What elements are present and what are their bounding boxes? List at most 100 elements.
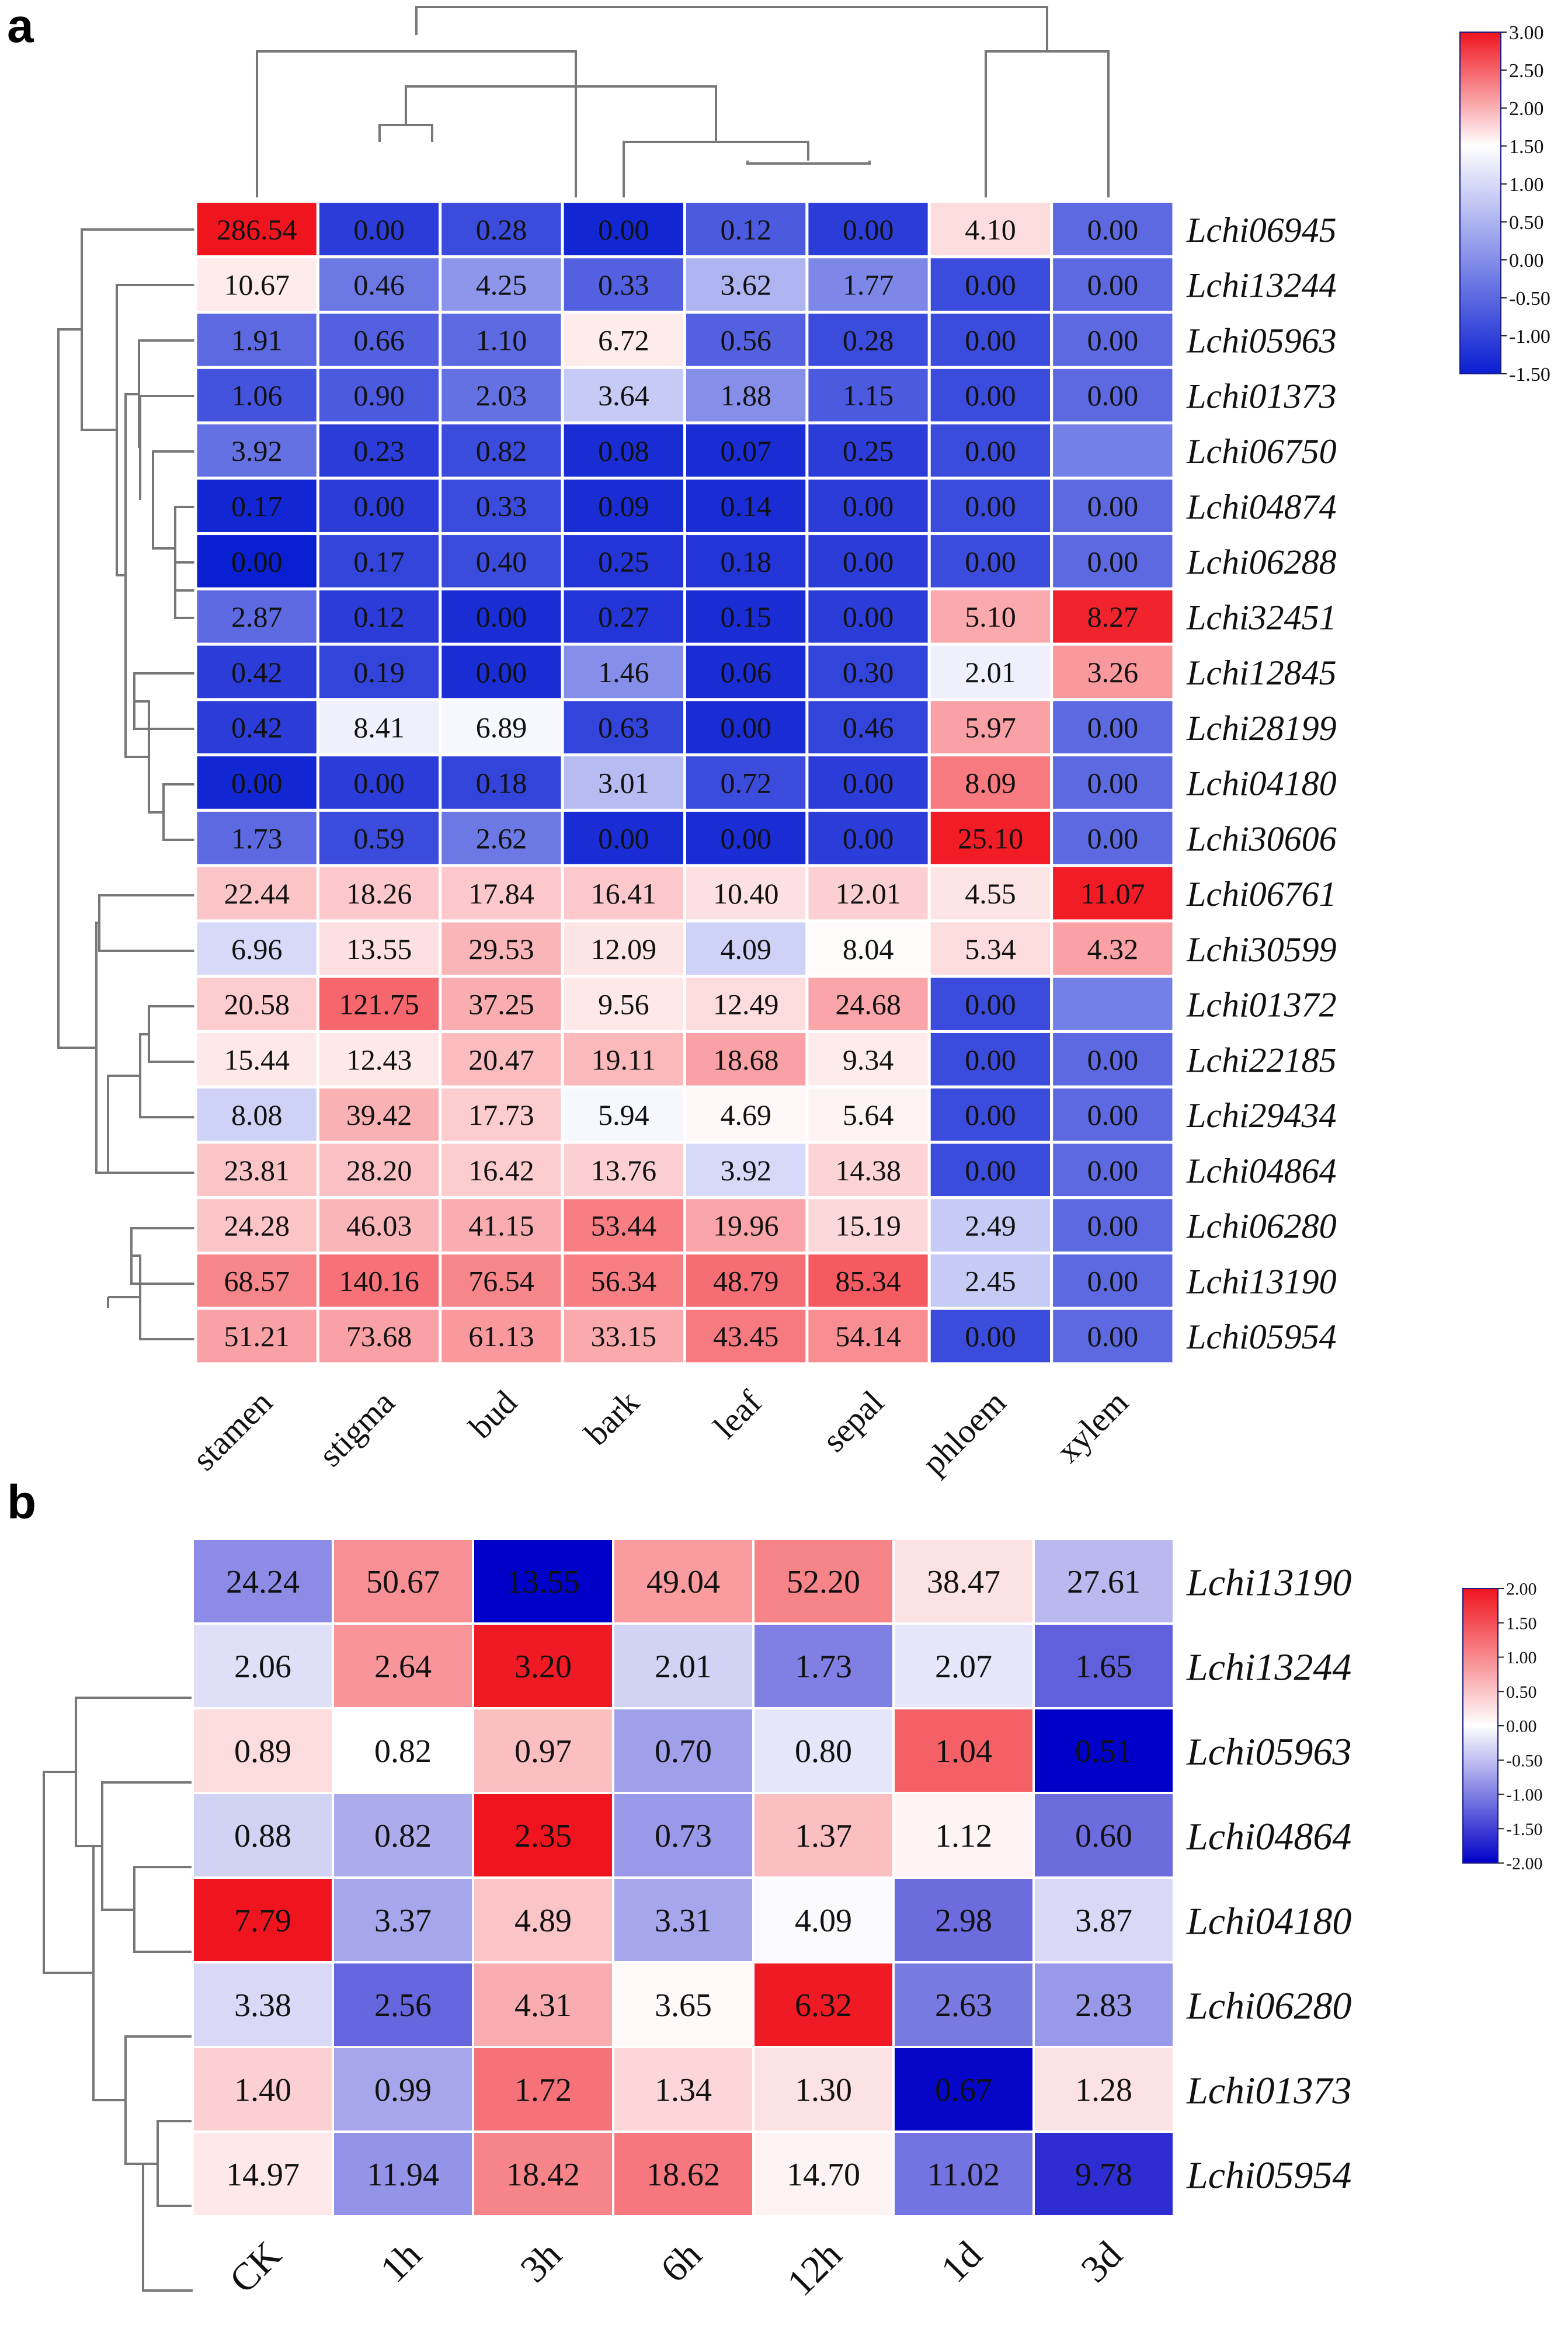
heatmap-cell xyxy=(1032,1622,1175,1709)
cell-value-label: 0.00 xyxy=(1087,822,1139,854)
cell-value-label: 4.55 xyxy=(965,877,1016,910)
heatmap-cell xyxy=(561,864,686,923)
heatmap-cell xyxy=(1050,975,1176,1033)
heatmap-cell xyxy=(927,864,1054,923)
cell-value-label: 1.72 xyxy=(514,2072,572,2108)
row-label: Lchi04180 xyxy=(1186,764,1337,803)
heatmap-cell xyxy=(194,532,319,590)
cell-value-label: 0.00 xyxy=(965,435,1016,467)
cell-value-label: 1.04 xyxy=(935,1733,992,1770)
heatmap-cell xyxy=(194,587,319,646)
row-label: Lchi13244 xyxy=(1186,1646,1351,1688)
cell-value-label: 0.25 xyxy=(598,545,649,578)
cell-value-label: 9.56 xyxy=(598,988,649,1021)
column-label: stamen xyxy=(185,1383,280,1478)
column-label: xylem xyxy=(1049,1383,1135,1469)
cell-value-label: 48.79 xyxy=(713,1264,779,1297)
cell-value-label: 3.01 xyxy=(598,767,649,800)
heatmap-cell xyxy=(805,698,931,757)
heatmap-cell xyxy=(439,366,564,425)
cell-value-label: 15.19 xyxy=(835,1210,901,1242)
heatmap-cell xyxy=(192,1876,334,1963)
colorbar-tick-label: 2.00 xyxy=(1506,1580,1537,1599)
heatmap-cell xyxy=(439,1085,564,1144)
cell-value-label: 14.97 xyxy=(226,2157,300,2193)
row-label: Lchi04874 xyxy=(1186,488,1337,526)
cell-value-label: 0.00 xyxy=(353,767,405,800)
cell-value-label: 12.49 xyxy=(713,988,779,1021)
cell-value-label: 0.00 xyxy=(1087,767,1139,800)
row-label: Lchi32451 xyxy=(1186,598,1337,637)
cell-value-label: 37.25 xyxy=(468,988,534,1021)
cell-value-label: 3.65 xyxy=(655,1987,712,2024)
cell-value-label: 0.28 xyxy=(843,324,894,356)
cell-value-label: 68.57 xyxy=(224,1264,290,1297)
cell-value-label: 2.49 xyxy=(965,1210,1016,1242)
cell-value-label: 2.07 xyxy=(935,1649,992,1685)
row-label: Lchi28199 xyxy=(1186,709,1337,748)
row-label: Lchi06288 xyxy=(1186,543,1337,582)
cell-value-label: 0.00 xyxy=(1087,1264,1139,1297)
heatmap-cell xyxy=(192,2131,334,2218)
cell-value-label: 8.04 xyxy=(843,933,894,965)
cell-value-label: 0.27 xyxy=(598,600,649,633)
cell-value-label: 18.62 xyxy=(646,2157,720,2193)
cell-value-label: 0.82 xyxy=(374,1733,432,1770)
cell-value-label: 14.38 xyxy=(835,1154,901,1187)
colorbar-tick-label: 0.00 xyxy=(1506,1717,1537,1736)
row-label: Lchi29434 xyxy=(1186,1096,1337,1135)
cell-value-label: 140.16 xyxy=(339,1264,419,1297)
heatmap-cell xyxy=(805,477,931,536)
cell-value-label: 12.01 xyxy=(835,877,901,910)
cell-value-label: 24.68 xyxy=(835,988,901,1021)
heatmap-cell xyxy=(1050,698,1176,757)
heatmap-cell xyxy=(332,1538,474,1625)
cell-value-label: 0.51 xyxy=(1075,1733,1132,1770)
cell-value-label: 0.00 xyxy=(476,656,527,689)
column-label: stigma xyxy=(311,1383,402,1473)
cell-value-label: 1.73 xyxy=(231,822,283,854)
cell-value-label: 286.54 xyxy=(217,213,297,246)
panel-a-row-dendrogram xyxy=(57,228,196,1340)
cell-value-label: 0.00 xyxy=(720,711,771,744)
row-label: Lchi22185 xyxy=(1186,1041,1337,1079)
cell-value-label: 0.00 xyxy=(965,490,1016,523)
column-label: 3d xyxy=(1073,2233,1130,2291)
heatmap-cell xyxy=(612,1792,755,1879)
heatmap-cell xyxy=(194,864,319,923)
heatmap-cell xyxy=(892,1961,1035,2048)
heatmap-cell xyxy=(1050,753,1176,812)
heatmap-cell xyxy=(332,1707,474,1794)
cell-value-label: 50.67 xyxy=(366,1564,440,1600)
cell-value-label: 20.58 xyxy=(224,988,290,1021)
row-label: Lchi04864 xyxy=(1186,1815,1351,1858)
heatmap-cell xyxy=(561,698,686,757)
row-label: Lchi05963 xyxy=(1186,1730,1351,1773)
cell-value-label: 0.15 xyxy=(720,600,771,633)
panel-b-colorbar-gradient xyxy=(1462,1588,1499,1864)
cell-value-label: 0.00 xyxy=(843,490,894,523)
cell-value-label: 6.72 xyxy=(598,324,649,356)
cell-value-label: 1.37 xyxy=(795,1818,852,1854)
heatmap-cell xyxy=(192,1707,334,1794)
cell-value-label: 1.06 xyxy=(231,379,283,412)
cell-value-label: 13.76 xyxy=(591,1154,657,1187)
cell-value-label: 0.18 xyxy=(476,767,527,800)
colorbar-tick-label: 1.50 xyxy=(1506,1614,1537,1633)
cell-value-label: 0.63 xyxy=(598,711,649,744)
cell-value-label: 0.60 xyxy=(1075,1818,1132,1854)
row-label: Lchi06945 xyxy=(1186,211,1337,249)
heatmap-cell xyxy=(561,642,686,701)
cell-value-label: 15.44 xyxy=(224,1043,290,1076)
colorbar-tick-label: -1.50 xyxy=(1509,364,1550,385)
row-label: Lchi05954 xyxy=(1186,1318,1337,1356)
heatmap-cell xyxy=(1050,1306,1176,1365)
heatmap-cell xyxy=(561,587,686,646)
heatmap-cell xyxy=(316,532,442,590)
heatmap-cell xyxy=(561,421,686,480)
column-label: CK xyxy=(221,2233,289,2301)
heatmap-cell xyxy=(892,1622,1035,1709)
cell-value-label: 0.73 xyxy=(655,1818,712,1854)
colorbar-tick-label: 1.00 xyxy=(1509,174,1544,196)
cell-value-label: 3.92 xyxy=(720,1154,771,1187)
